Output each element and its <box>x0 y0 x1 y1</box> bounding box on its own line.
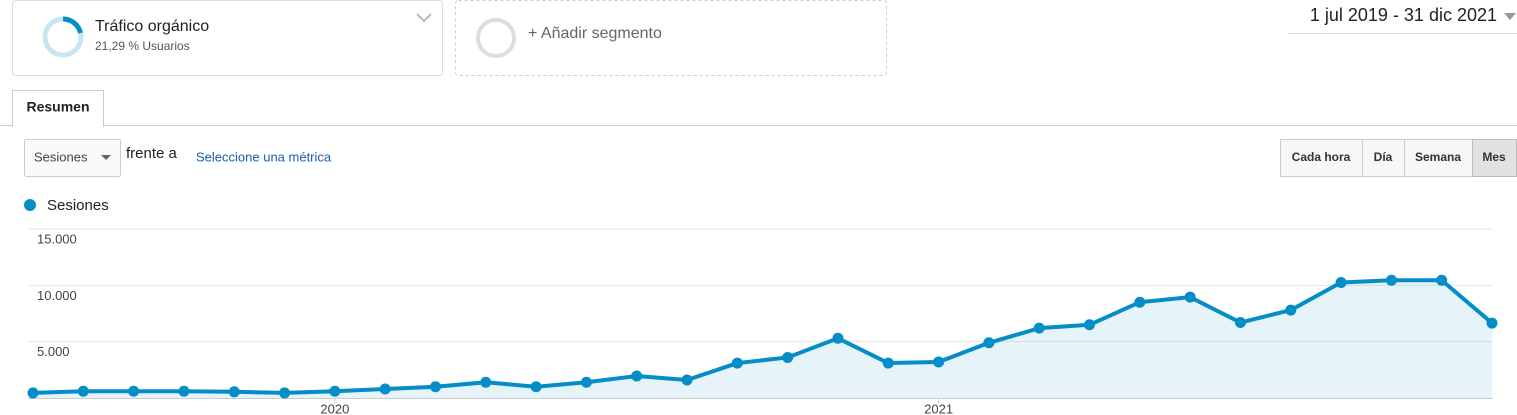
point <box>530 381 542 393</box>
segment-chevron[interactable] <box>416 13 432 23</box>
line <box>32 278 1494 395</box>
point <box>1234 317 1246 329</box>
y-tick-label: 15.000 <box>37 231 77 246</box>
point <box>480 376 492 388</box>
point <box>933 356 945 368</box>
point <box>1486 317 1498 329</box>
point <box>429 381 441 393</box>
point <box>379 383 391 395</box>
point <box>77 385 89 397</box>
segment-card[interactable] <box>12 0 443 76</box>
select-metric-link[interactable]: Seleccione una métrica <box>196 149 332 164</box>
granularity-label: Día <box>1374 150 1393 164</box>
point <box>983 337 995 349</box>
tab-cover <box>13 124 103 128</box>
granularity-label: Cada hora <box>1292 150 1351 164</box>
point <box>1385 274 1397 286</box>
granularity-label: Mes <box>1482 150 1506 164</box>
point <box>1285 304 1297 316</box>
point <box>882 357 894 369</box>
metric-select[interactable] <box>24 139 121 177</box>
add-segment-card[interactable] <box>455 0 887 76</box>
point <box>731 357 743 369</box>
date-arrow[interactable] <box>1504 13 1516 20</box>
point <box>1184 291 1196 303</box>
segment-subtitle: 21,29 % Usuarios <box>95 39 190 53</box>
segment-icon-arc <box>62 16 83 34</box>
granularity-group: Cada hora Día Semana Mes <box>1280 139 1517 177</box>
tab[interactable] <box>12 90 104 127</box>
point <box>329 385 341 397</box>
granularity-button[interactable] <box>1472 139 1517 177</box>
point <box>681 374 693 386</box>
point <box>832 332 844 344</box>
point <box>1134 296 1146 308</box>
x-tick-label: 2021 <box>924 401 953 415</box>
point <box>631 370 643 382</box>
point <box>1033 322 1045 334</box>
y-tick-label: 5.000 <box>37 344 70 359</box>
point <box>279 387 291 399</box>
point <box>178 385 190 397</box>
versus: frente a <box>126 145 178 162</box>
granularity-button[interactable] <box>1280 139 1363 177</box>
point <box>228 386 240 398</box>
legend-label: Sesiones <box>47 197 109 214</box>
date-range[interactable]: 1 jul 2019 - 31 dic 2021 <box>1310 5 1497 25</box>
y-tick-label: 10.000 <box>37 288 77 303</box>
point <box>580 376 592 388</box>
area <box>33 280 1492 398</box>
granularity-button[interactable] <box>1404 139 1473 177</box>
point <box>128 385 140 397</box>
point <box>782 351 794 363</box>
point <box>1335 277 1347 289</box>
metric-select-label: Sesiones <box>34 149 88 164</box>
add-segment-icon <box>476 18 516 58</box>
tab-label: Resumen <box>26 99 89 115</box>
x-tick-label: 2020 <box>320 401 349 415</box>
point <box>1084 319 1096 331</box>
legend-marker <box>24 199 36 211</box>
point <box>27 387 39 399</box>
add-segment[interactable]: + Añadir segmento <box>528 25 662 42</box>
point <box>1436 274 1448 286</box>
granularity-label: Semana <box>1415 150 1461 164</box>
segment-title: Tráfico orgánico <box>95 18 209 35</box>
metric-select-arrow <box>101 155 111 160</box>
